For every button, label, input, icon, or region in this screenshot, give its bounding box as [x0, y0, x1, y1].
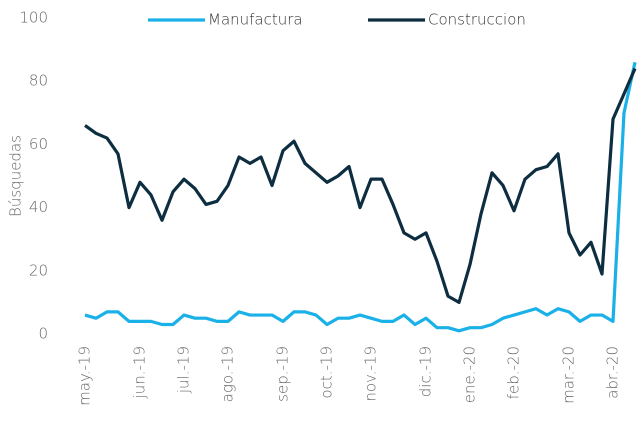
- y-tick-label: 0: [38, 325, 48, 343]
- y-tick-label: 100: [19, 9, 48, 27]
- x-tick-label: jul.-19: [175, 346, 193, 394]
- x-tick-label: ene.-20: [461, 346, 479, 403]
- x-tick-label: dic.-19: [417, 346, 435, 397]
- x-tick-label: feb.-20: [505, 346, 523, 399]
- x-tick-label: abr.-20: [604, 346, 622, 399]
- x-tick-label: jun.-19: [131, 346, 149, 399]
- y-tick-label: 80: [29, 72, 48, 90]
- legend-label: Manufactura: [208, 11, 303, 29]
- x-tick-label: nov.-19: [362, 346, 380, 402]
- y-tick-label: 40: [29, 198, 48, 216]
- legend-label: Construccion: [428, 11, 526, 29]
- x-tick-label: may.-19: [76, 346, 94, 406]
- x-tick-label: sep.-19: [274, 346, 292, 402]
- series-line: [84, 61, 637, 333]
- x-tick-label: oct.-19: [318, 346, 336, 399]
- x-tick-label: mar.-20: [560, 346, 578, 404]
- y-axis-label: Búsquedas: [7, 135, 25, 217]
- y-tick-label: 20: [29, 261, 48, 279]
- y-tick-label: 60: [29, 135, 48, 153]
- series-line: [84, 67, 637, 304]
- x-tick-label: ago.-19: [219, 346, 237, 402]
